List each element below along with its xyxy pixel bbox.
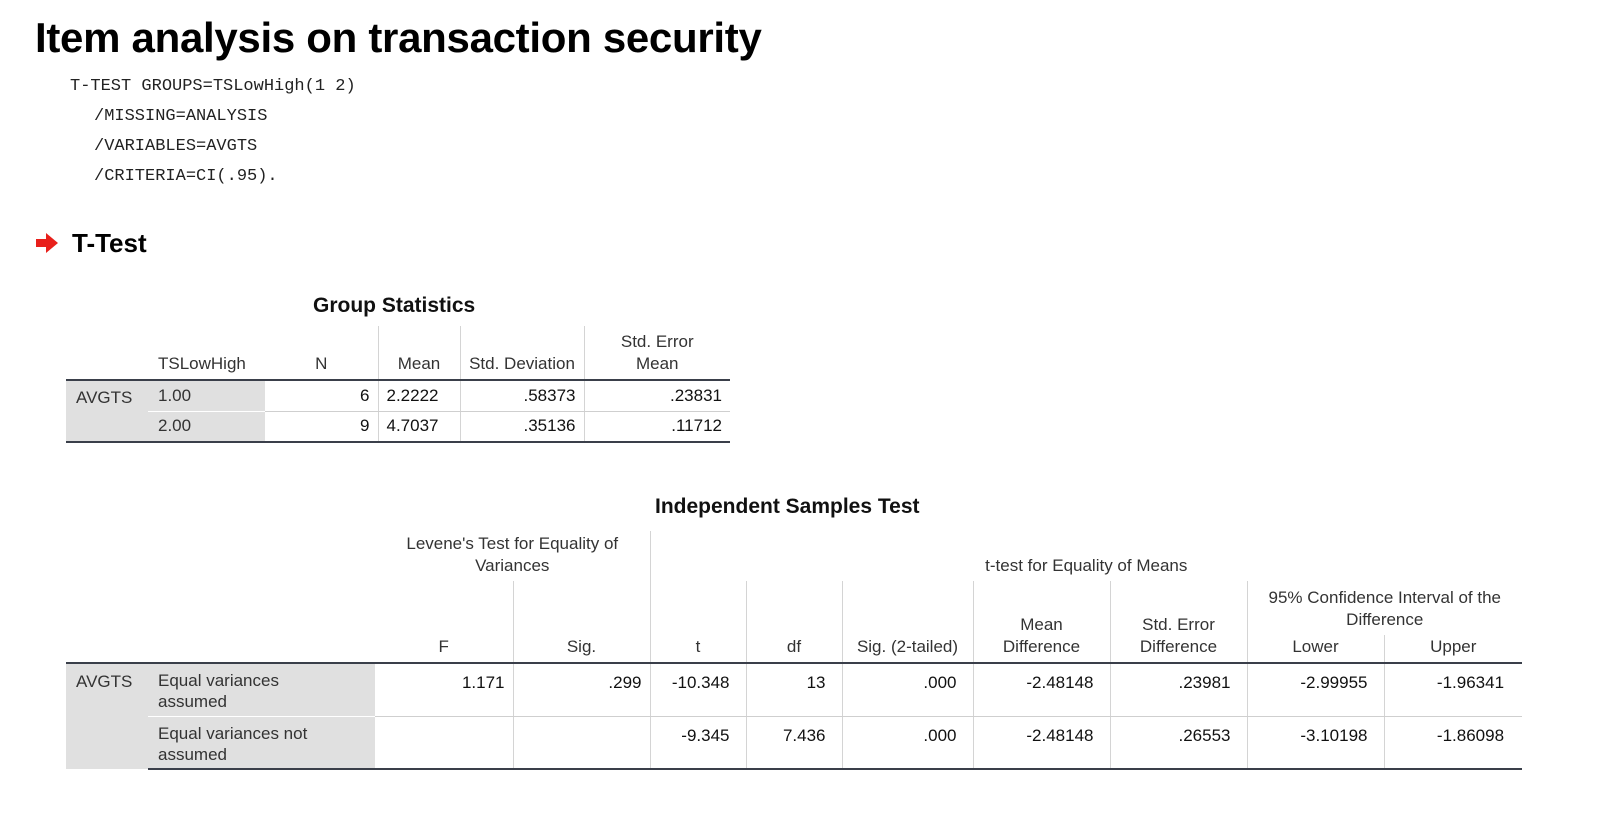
group-statistics-table: TSLowHigh N Mean Std. Deviation Std. Err… xyxy=(66,326,730,443)
header-t: t xyxy=(650,581,747,663)
header-lower: Lower xyxy=(1247,635,1385,663)
header-upper: Upper xyxy=(1430,637,1477,656)
header-sig-2-tailed: Sig. (2-tailed) xyxy=(842,581,974,663)
syntax-block: T-TEST GROUPS=TSLowHigh(1 2) /MISSING=AN… xyxy=(70,72,356,192)
header-std-error-mean: Std. Error Mean xyxy=(620,332,694,373)
row-label: Equal variances assumed xyxy=(148,662,375,717)
header-std-error-difference: Std. Error Difference xyxy=(1110,581,1248,663)
table-row: AVGTS Equal variances assumed 1.171 .299… xyxy=(66,662,1523,769)
table-row: AVGTS 1.00 6 2.2222 .58373 .23831 xyxy=(66,379,730,442)
header-sig: Sig. xyxy=(513,581,651,663)
syntax-line: /MISSING=ANALYSIS xyxy=(94,107,268,126)
ci-header: 95% Confidence Interval of the Differenc… xyxy=(1268,588,1501,629)
group-stats-title: Group Statistics xyxy=(313,294,476,317)
header-f: F xyxy=(375,581,514,663)
header-std-deviation: Std. Deviation xyxy=(460,326,585,380)
row-label: Equal variances not assumed xyxy=(148,716,375,770)
page-title: Item analysis on transaction security xyxy=(35,14,762,61)
variable-label: AVGTS xyxy=(66,662,148,769)
syntax-line: /VARIABLES=AVGTS xyxy=(94,137,258,156)
independent-samples-title: Independent Samples Test xyxy=(655,495,920,518)
syntax-line: T-TEST GROUPS=TSLowHigh(1 2) xyxy=(70,77,356,96)
section-title: T-Test xyxy=(72,227,147,258)
red-right-arrow-icon xyxy=(36,233,58,253)
header-mean: Mean xyxy=(378,326,461,380)
group-label: 1.00 xyxy=(148,379,265,412)
syntax-line: /CRITERIA=CI(.95). xyxy=(94,167,278,186)
header-mean-difference: Mean Difference xyxy=(973,581,1111,663)
table-row: Equal variances not assumed -9.345 7.436… xyxy=(66,716,1523,770)
header-n: N xyxy=(265,326,379,380)
table-row: 2.00 9 4.7037 .35136 .11712 xyxy=(66,411,730,443)
output-section-header[interactable]: T-Test xyxy=(36,228,147,258)
independent-samples-table: Levene's Test for Equality of Variances … xyxy=(66,531,1523,770)
levene-header: Levene's Test for Equality of Variances xyxy=(375,531,651,581)
ttest-header: t-test for Equality of Means xyxy=(985,556,1188,575)
variable-label: AVGTS xyxy=(66,379,148,442)
header-tslowhigh: TSLowHigh xyxy=(158,354,246,373)
group-label: 2.00 xyxy=(148,411,265,443)
header-df: df xyxy=(746,581,843,663)
